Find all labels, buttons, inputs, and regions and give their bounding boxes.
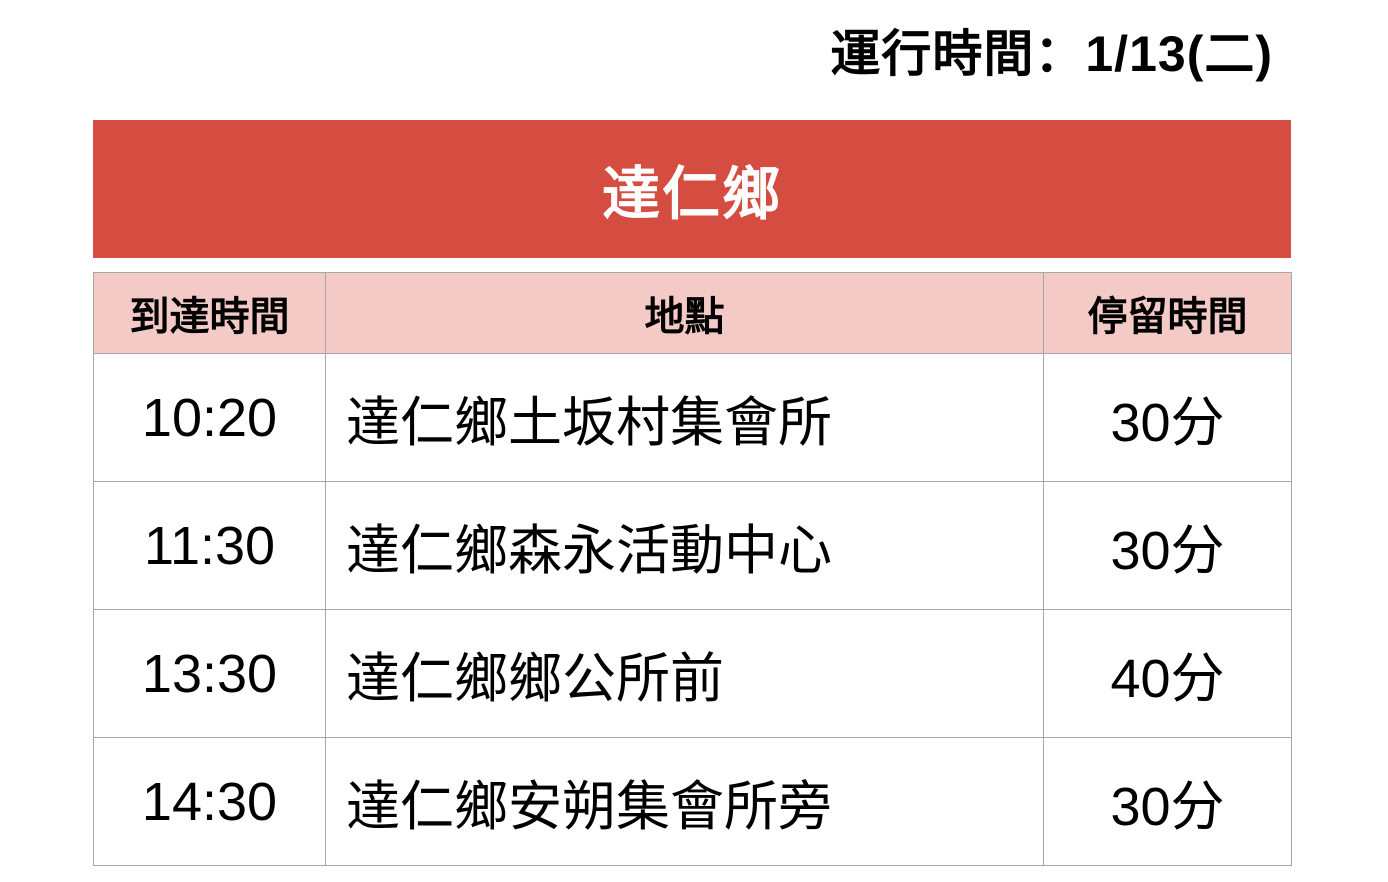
column-header-location: 地點 <box>325 272 1044 354</box>
location-cell: 達仁鄉土坂村集會所 <box>325 353 1044 482</box>
schedule-table: 到達時間 地點 停留時間 10:20 達仁鄉土坂村集會所 30分 11:30 達… <box>93 272 1292 866</box>
location-cell: 達仁鄉森永活動中心 <box>325 481 1044 610</box>
column-header-arrival-time: 到達時間 <box>93 272 326 354</box>
arrival-time-cell: 10:20 <box>93 353 326 482</box>
arrival-time-cell: 14:30 <box>93 737 326 866</box>
arrival-time-cell: 13:30 <box>93 609 326 738</box>
table-row: 14:30 達仁鄉安朔集會所旁 30分 <box>93 737 1292 866</box>
location-cell: 達仁鄉鄉公所前 <box>325 609 1044 738</box>
duration-cell: 30分 <box>1043 353 1292 482</box>
arrival-time-cell: 11:30 <box>93 481 326 610</box>
township-banner: 達仁鄉 <box>93 120 1291 258</box>
location-cell: 達仁鄉安朔集會所旁 <box>325 737 1044 866</box>
operating-time-label: 運行時間：1/13(二) <box>830 26 1273 82</box>
table-row: 11:30 達仁鄉森永活動中心 30分 <box>93 481 1292 610</box>
table-row: 10:20 達仁鄉土坂村集會所 30分 <box>93 353 1292 482</box>
duration-cell: 30分 <box>1043 481 1292 610</box>
duration-cell: 30分 <box>1043 737 1292 866</box>
column-header-stay-duration: 停留時間 <box>1043 272 1292 354</box>
duration-cell: 40分 <box>1043 609 1292 738</box>
township-title: 達仁鄉 <box>601 162 782 227</box>
table-row: 13:30 達仁鄉鄉公所前 40分 <box>93 609 1292 738</box>
table-header-row: 到達時間 地點 停留時間 <box>93 272 1292 354</box>
